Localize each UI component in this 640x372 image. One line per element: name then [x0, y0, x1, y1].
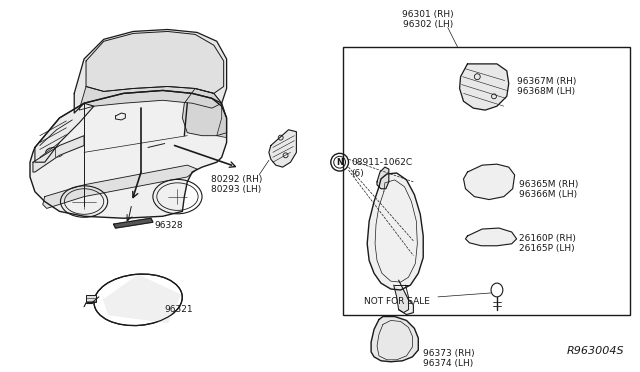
- Bar: [342, 47, 630, 315]
- Polygon shape: [377, 167, 389, 189]
- Polygon shape: [463, 164, 515, 199]
- Polygon shape: [35, 103, 94, 162]
- Text: 08911-1062C
(6): 08911-1062C (6): [351, 158, 413, 178]
- Text: 96328: 96328: [155, 221, 184, 230]
- Polygon shape: [104, 275, 180, 323]
- Polygon shape: [399, 280, 413, 315]
- Polygon shape: [367, 173, 423, 290]
- Ellipse shape: [334, 156, 346, 168]
- Polygon shape: [394, 285, 408, 312]
- Polygon shape: [30, 90, 227, 218]
- Text: N: N: [336, 158, 343, 167]
- Text: 80292 (RH)
80293 (LH): 80292 (RH) 80293 (LH): [211, 175, 262, 195]
- Polygon shape: [79, 87, 221, 110]
- Polygon shape: [371, 317, 419, 362]
- Text: 96365M (RH)
96366M (LH): 96365M (RH) 96366M (LH): [518, 180, 578, 199]
- Polygon shape: [43, 165, 197, 208]
- Text: 26160P (RH)
26165P (LH): 26160P (RH) 26165P (LH): [518, 234, 575, 253]
- Text: 96373 (RH)
96374 (LH): 96373 (RH) 96374 (LH): [423, 349, 475, 368]
- Text: 96321: 96321: [164, 305, 193, 314]
- Text: 96301 (RH)
96302 (LH): 96301 (RH) 96302 (LH): [403, 10, 454, 29]
- Bar: [86, 295, 96, 302]
- Polygon shape: [33, 136, 84, 172]
- Polygon shape: [113, 218, 153, 228]
- Text: R963004S: R963004S: [567, 346, 625, 356]
- Polygon shape: [74, 29, 227, 113]
- Polygon shape: [465, 228, 516, 246]
- Polygon shape: [269, 130, 296, 167]
- Polygon shape: [460, 64, 509, 110]
- Polygon shape: [182, 89, 227, 136]
- Text: NOT FOR SALE: NOT FOR SALE: [364, 297, 430, 306]
- Text: 96367M (RH)
96368M (LH): 96367M (RH) 96368M (LH): [516, 77, 576, 96]
- Polygon shape: [217, 103, 227, 138]
- Polygon shape: [86, 32, 223, 93]
